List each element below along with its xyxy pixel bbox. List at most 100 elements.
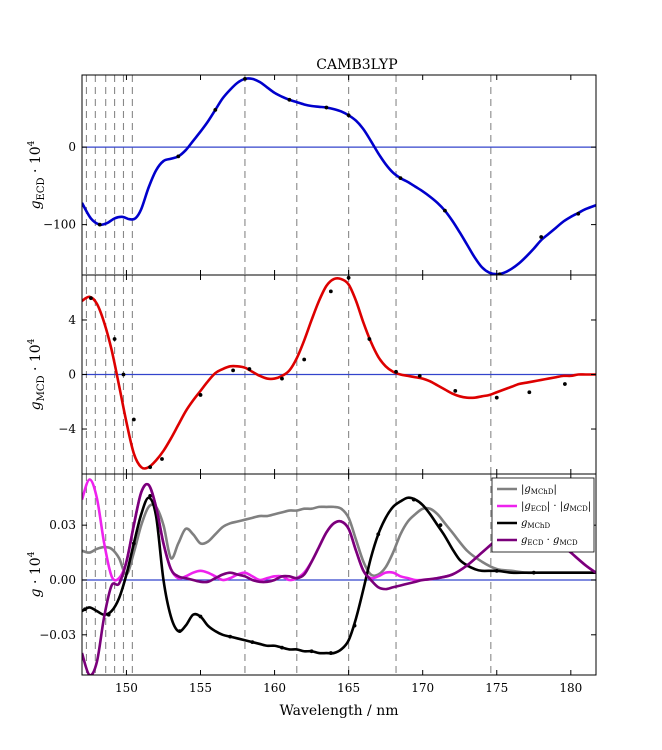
legend-entry-sub2: MCD [559,539,578,547]
panel-3-series-3-point [148,494,153,498]
panel-3-ylabel-exp: 4 [27,551,37,557]
legend-entry-g: g [524,484,530,495]
panel-2-series-1-point [394,369,398,374]
panel-2-series-1-point [562,382,567,386]
panel-2-series-1-point [417,373,422,378]
legend-entry: gECD · gMCD [521,535,578,547]
legend-entry-g2: g [563,501,569,512]
panel-2-series-1-point [328,289,333,294]
legend-entry-g: g [524,501,530,512]
panel-2-ytick-label: −4 [58,422,76,436]
panel-1-ylabel-tail: · 10 [28,146,44,177]
panel-1-series-1-point [213,107,218,112]
chart-title: CAMB3LYP [316,57,397,73]
panel-3-series-3-point [280,645,284,650]
panel-2-ylabel-exp: 4 [27,338,37,344]
panel-3-frame [81,473,597,676]
panel-2-series-1-point [148,465,153,470]
panel-2-series-1-point [112,337,117,341]
panel-3-ylabel-tail: · 10 [28,557,44,588]
panel-1: −100 0 gECD · 104 [27,74,597,276]
panel-3-ytick-label: 0.03 [49,518,76,532]
panel-1-ylabel-exp: 4 [27,140,37,146]
panel-3-series-4-line [82,482,596,675]
legend-entry: gMChD [521,518,550,530]
xtick-label: 165 [337,681,360,695]
panel-3-ylabel: g · 104 [27,551,44,597]
panel-2-series-1-line [82,277,596,470]
legend-entry-sub: ECD [527,539,543,547]
panel-1-series-1-point [176,154,181,159]
panel-2-series-1-point [88,296,93,301]
legend-entry-g: g [521,535,527,546]
panel-2-ylabel: gMCD · 104 [27,338,47,410]
legend-entry: |gMChD| [521,484,557,496]
panel-1-series-1-point [324,105,329,110]
panel-2-series-1-point [231,368,235,373]
legend-entry: |gECD| · |gMCD| [521,501,591,513]
panel-2-series-1-point [280,376,284,381]
panel-2-series-1-point [198,393,203,397]
panel-2-plot-area [82,275,596,474]
panel-1-plot-area [82,75,596,275]
legend-entry-g2: g [553,535,559,546]
panel-3-series-3-point [531,570,536,575]
xaxis-label: Wavelength / nm [279,703,398,719]
legend-entry-sub: ECD [531,505,547,513]
panel-2-series-1-point [494,395,499,400]
panel-3-series-3-point [131,541,136,546]
panel-3-series-3-point [177,629,182,634]
legend-entry-tail: | [553,484,556,495]
panel-1-series-1-line [82,77,596,275]
legend-entry-main: | [521,484,524,495]
panel-2-ylabel-tail: · 10 [28,344,44,375]
panel-3-plot-area [82,474,596,675]
legend-entry-sub2: MCD [570,505,589,513]
xtick-label: 175 [485,681,508,695]
xtick-label: 180 [559,681,582,695]
panel-3-series-3-point [352,623,357,628]
panel-3-series-3-point [438,523,443,528]
legend-entry-sub: MChD [531,488,554,496]
xtick-label: 170 [411,681,434,695]
panel-2-series-1-point [247,367,252,371]
xtick-label: 155 [189,681,212,695]
legend-entry-g: g [521,518,527,529]
panel-3-series-3-point [494,568,499,573]
legend-entry-main: | [521,501,524,512]
panel-3: −0.03 0.00 0.03 150 155 160 165 170 175 180 g · 10… [27,473,597,719]
panel-2-series-1-point [453,388,458,393]
panel-3-ytick-label: 0.00 [49,573,76,587]
panel-3-ylabel-main: g [28,588,44,597]
panel-2-series-1-point [367,337,372,341]
panel-1-frame [81,74,597,276]
panel-1-series-1-point [287,97,292,102]
panel-2-ytick-label: 0 [68,368,76,382]
xtick-label: 160 [263,681,286,695]
panel-1-ylabel-sub: ECD [36,177,47,200]
panel-3-series-3-point [198,614,203,619]
panel-3-series-3-point [228,634,233,639]
panel-2-ylabel-sub: MCD [36,376,47,402]
legend-entry-tail2: | [588,501,591,512]
panel-1-series-1-point [398,176,403,181]
panel-1-series-1-point [97,222,102,227]
panel-1-ytick-label: 0 [68,140,76,154]
panel-1-series-1-point [497,272,502,275]
legend-entry-tail: | · | [547,501,563,512]
panel-3-series-3-point [83,607,87,612]
panel-2-ylabel-main: g [28,401,44,410]
panel-3-series-3-point [328,651,333,655]
panel-2-series-1-point [527,390,532,395]
legend-entry-tail: · [543,535,553,546]
panel-3-ytick-label: −0.03 [39,628,76,642]
panel-1-series-1-point [243,76,247,81]
legend-entry-sub: MChD [527,522,550,530]
panel-1-series-1-point [443,208,447,213]
panel-1-ylabel: gECD · 104 [27,140,47,209]
panel-3-series-3-point [376,532,381,537]
panel-3-series-3-point [411,497,416,502]
panel-2-ytick-label: 4 [68,313,76,327]
